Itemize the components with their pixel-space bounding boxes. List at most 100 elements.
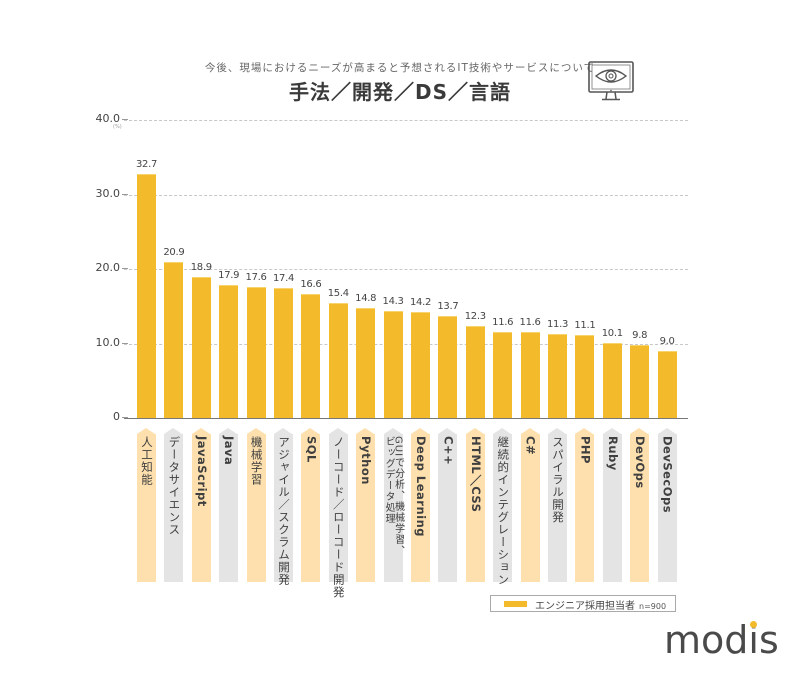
category-tag: GUIで分析、機械学習、 ビッグデータ処理 xyxy=(383,428,404,582)
bar-value-label: 11.6 xyxy=(519,316,541,328)
category-label: PHP xyxy=(578,436,593,464)
category-tag: ノーコード／ローコード開発 xyxy=(328,428,348,599)
y-tick-label: 30.0 xyxy=(70,187,128,200)
tag-body xyxy=(411,434,430,582)
category-tag: DevSecOps xyxy=(657,428,677,582)
category-tag: Deep Learning xyxy=(411,428,430,582)
category-label: DevOps xyxy=(633,436,648,489)
category-tag: Python xyxy=(356,428,376,582)
bar-value-label: 14.3 xyxy=(382,296,404,308)
legend: エンジニア採用担当者 n=900 xyxy=(490,595,676,612)
tag-body xyxy=(301,434,321,582)
tag-body xyxy=(328,434,348,582)
bar xyxy=(191,277,211,418)
bar xyxy=(548,333,567,418)
category-label: Python xyxy=(359,436,374,485)
legend-label: エンジニア採用担当者 n=900 xyxy=(535,597,666,612)
legend-sample-size: n=900 xyxy=(639,602,667,611)
tag-body xyxy=(438,434,458,582)
bar xyxy=(575,335,595,418)
tag-arrow xyxy=(630,428,649,434)
tag-arrow xyxy=(219,428,238,434)
tag-arrow xyxy=(164,428,183,434)
category-label: JavaScript xyxy=(194,436,209,507)
category-label: C# xyxy=(523,436,538,456)
tag-body xyxy=(548,434,567,582)
tag-arrow xyxy=(493,428,512,434)
tag-arrow xyxy=(438,428,457,434)
bar-value-label: 9.8 xyxy=(632,329,648,341)
bar-value-label: 13.7 xyxy=(437,300,459,312)
category-tag: C++ xyxy=(438,428,458,582)
bar xyxy=(383,311,403,418)
bar-value-label: 17.6 xyxy=(245,271,267,283)
bar xyxy=(602,342,622,418)
monitor-eye-icon xyxy=(588,61,634,101)
category-tag: SQL xyxy=(301,428,321,582)
legend-series-name: エンジニア採用担当者 xyxy=(535,601,635,612)
tag-body xyxy=(493,434,513,582)
category-label-line1: GUIで分析、機械学習、 xyxy=(392,436,404,557)
tag-body xyxy=(575,434,595,582)
bar xyxy=(301,294,321,418)
bar xyxy=(246,286,266,418)
category-tag: C# xyxy=(520,428,540,582)
chart-subtitle: 今後、現場におけるニーズが高まると予想されるIT技術やサービスについて xyxy=(204,62,596,74)
tag-body xyxy=(657,434,677,582)
category-label: DevSecOps xyxy=(660,436,675,514)
x-axis-baseline xyxy=(124,418,688,419)
bar-value-label: 17.4 xyxy=(272,273,295,285)
bar xyxy=(274,288,293,418)
y-axis-unit: (%) xyxy=(113,124,122,130)
tag-body xyxy=(356,434,376,582)
gridline xyxy=(124,120,688,121)
bar xyxy=(137,174,156,418)
category-label: 継続的インテグレーション xyxy=(496,436,511,586)
bar xyxy=(493,331,513,418)
tag-body xyxy=(246,434,266,582)
tag-arrow xyxy=(137,428,155,434)
category-label: HTML／CSS xyxy=(468,436,483,513)
category-tag: Ruby xyxy=(602,428,622,582)
tag-arrow xyxy=(274,428,292,434)
category-tag: DevOps xyxy=(630,428,650,582)
category-tag: データサイエンス xyxy=(164,428,184,582)
bar-value-label: 14.2 xyxy=(409,297,432,309)
tag-body xyxy=(137,434,156,582)
bar xyxy=(520,331,540,418)
category-label: 人工知能 xyxy=(140,436,154,486)
category-label: スパイラル開発 xyxy=(551,436,565,524)
gridline xyxy=(124,194,688,196)
tag-arrow xyxy=(191,428,210,434)
tag-body xyxy=(520,434,540,582)
category-tag: Java xyxy=(219,428,239,582)
modis-logo: modis xyxy=(664,618,779,662)
category-tag: 人工知能 xyxy=(137,428,156,582)
gridline xyxy=(124,269,688,270)
tag-arrow xyxy=(328,428,347,434)
y-tick-label: 20.0 xyxy=(70,261,128,274)
logo-accent-dot xyxy=(750,621,757,628)
category-tag: アジャイル／スクラム開発 xyxy=(274,428,293,586)
bar-value-label: 20.9 xyxy=(163,247,185,259)
category-label: データサイエンス xyxy=(167,436,182,536)
tag-body xyxy=(191,434,211,582)
bar-value-label: 16.6 xyxy=(300,279,322,291)
chart-title: 手法／開発／DS／言語 xyxy=(288,80,511,104)
category-label: C++ xyxy=(441,436,456,466)
bar-value-label: 11.1 xyxy=(574,320,596,332)
category-label: アジャイル／スクラム開発 xyxy=(277,436,291,586)
tag-arrow xyxy=(465,428,484,434)
bar xyxy=(164,262,184,418)
category-label: 機械学習 xyxy=(249,436,264,486)
category-tag: HTML／CSS xyxy=(465,428,485,582)
category-tag: 機械学習 xyxy=(246,428,266,582)
legend-swatch xyxy=(504,601,527,607)
tag-body xyxy=(465,434,485,582)
tag-arrow xyxy=(657,428,676,434)
bar xyxy=(411,312,430,418)
bar-value-label: 15.4 xyxy=(327,288,349,300)
tag-arrow xyxy=(246,428,265,434)
category-tag: スパイラル開発 xyxy=(548,428,567,582)
category-tag: PHP xyxy=(575,428,595,582)
